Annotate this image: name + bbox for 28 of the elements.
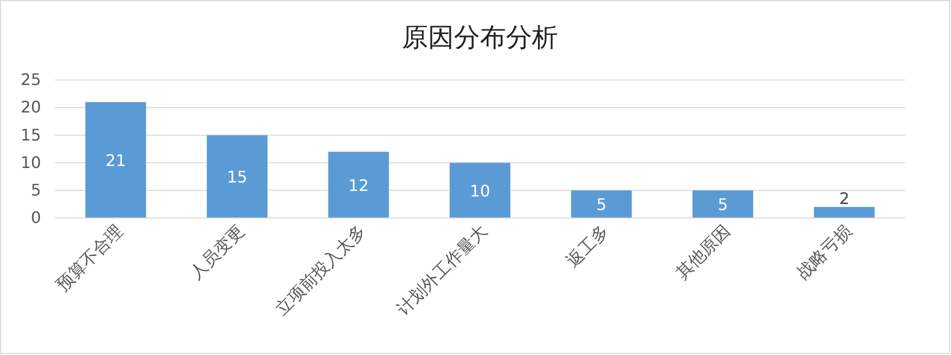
x-tick-label: 立项前投入太多 (272, 221, 370, 320)
x-tick-label: 人员变更 (186, 221, 249, 284)
bar (85, 102, 146, 218)
x-tick-label: 预算不合理 (53, 221, 128, 296)
data-label: 5 (596, 195, 607, 214)
bar (814, 206, 875, 218)
y-tick-label: 15 (20, 125, 41, 144)
bar (450, 162, 510, 218)
data-label: 15 (226, 168, 248, 187)
bar (206, 135, 268, 218)
y-tick-label: 20 (20, 98, 41, 117)
data-label: 21 (106, 151, 126, 170)
y-tick-label: 10 (20, 152, 41, 172)
y-tick-label: 5 (30, 180, 41, 200)
x-tick-label: 其他原因 (672, 221, 734, 284)
data-label: 12 (348, 176, 369, 195)
data-label: 5 (718, 195, 728, 214)
x-tick-label: 计划外工作量大 (393, 221, 492, 320)
bar (692, 190, 754, 218)
y-tick-label: 25 (20, 70, 41, 90)
data-label: 2 (839, 188, 850, 208)
bar (571, 190, 632, 218)
x-tick-label: 战略亏损 (794, 221, 856, 284)
bar (328, 152, 389, 218)
y-tick-label: 0 (30, 208, 41, 228)
chart-title: 原因分布分析 (402, 23, 558, 53)
data-label: 10 (470, 181, 490, 200)
x-tick-label: 返工多 (562, 221, 613, 272)
